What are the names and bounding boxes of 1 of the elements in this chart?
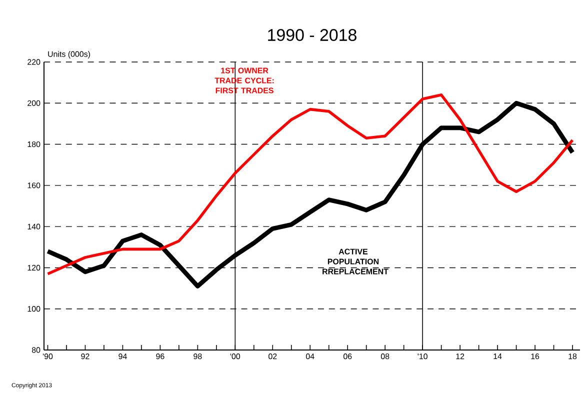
chart-title: 1990 - 2018 — [268, 28, 356, 41]
